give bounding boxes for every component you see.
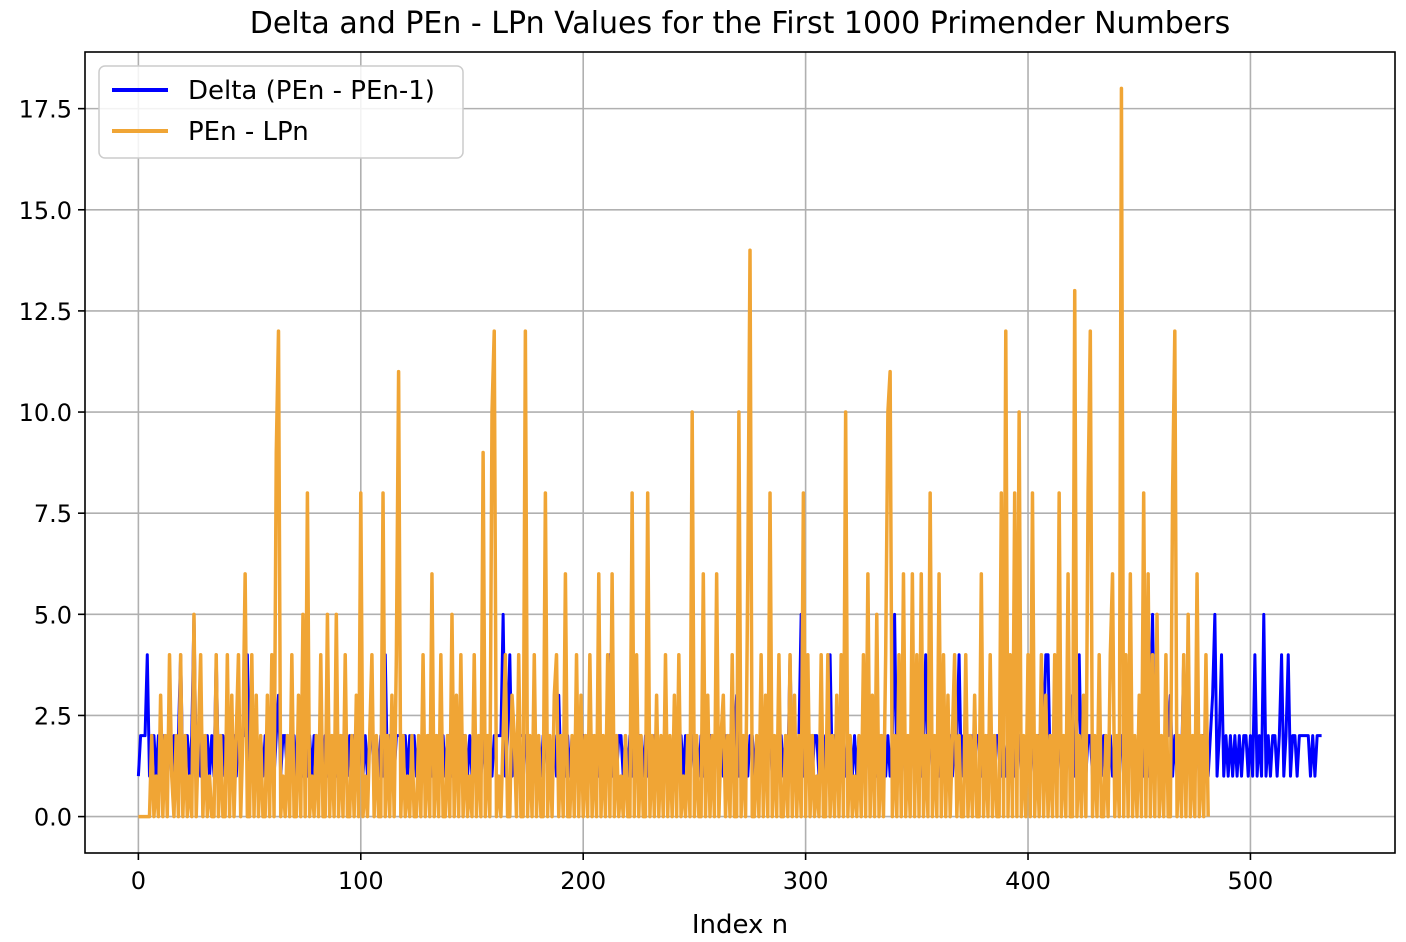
y-tick-label: 0.0 [34, 804, 72, 832]
y-tick-label: 5.0 [34, 601, 72, 629]
x-tick-label: 400 [1005, 867, 1051, 895]
x-tick-label: 500 [1228, 867, 1274, 895]
y-tick-label: 15.0 [19, 197, 72, 225]
legend-label-delta: Delta (PEn - PEn-1) [188, 76, 435, 106]
plot-frame [84, 51, 1396, 854]
y-tick-label: 12.5 [19, 298, 72, 326]
plot-lines [136, 86, 1322, 819]
y-tick-label: 10.0 [19, 399, 72, 427]
chart-title: Delta and PEn - LPn Values for the First… [250, 6, 1230, 41]
x-axis-label: Index n [692, 910, 788, 940]
y-tick-label: 7.5 [34, 500, 72, 528]
x-tick-label: 0 [131, 867, 146, 895]
x-tick-label: 100 [338, 867, 384, 895]
y-tick-label: 17.5 [19, 96, 72, 124]
legend: Delta (PEn - PEn-1) PEn - LPn [98, 65, 464, 159]
legend-box [98, 65, 464, 159]
x-tick-label: 200 [560, 867, 606, 895]
y-tick-label: 2.5 [34, 702, 72, 730]
axis-ticks: 0 100 200 300 400 500 0.0 2.5 5.0 7.5 10.0 12.5 15.0… [19, 96, 1274, 895]
x-tick-label: 300 [783, 867, 829, 895]
legend-label-pen-lpn: PEn - LPn [188, 117, 309, 147]
series-line-pen-lpn [138, 86, 1210, 819]
